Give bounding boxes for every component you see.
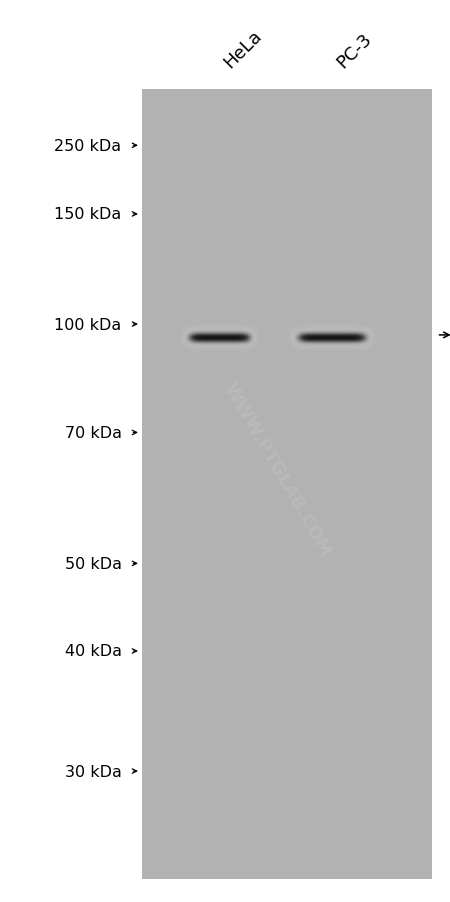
Text: 30 kDa: 30 kDa <box>65 764 122 778</box>
Text: 40 kDa: 40 kDa <box>64 644 122 658</box>
Text: 250 kDa: 250 kDa <box>54 139 122 153</box>
Text: 100 kDa: 100 kDa <box>54 318 122 332</box>
Text: WWW.PTGLAB.COM: WWW.PTGLAB.COM <box>220 379 334 559</box>
Text: 70 kDa: 70 kDa <box>64 426 122 440</box>
Bar <box>142 90 432 879</box>
Text: 150 kDa: 150 kDa <box>54 207 122 222</box>
Text: PC-3: PC-3 <box>333 31 375 72</box>
Text: 50 kDa: 50 kDa <box>64 557 122 571</box>
Text: HeLa: HeLa <box>220 27 266 72</box>
